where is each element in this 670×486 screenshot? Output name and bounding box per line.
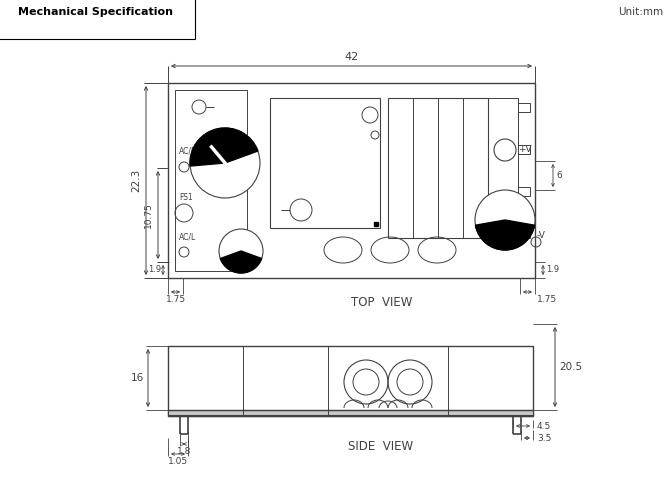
Bar	[270, 98, 380, 228]
Text: 16: 16	[131, 373, 144, 383]
Text: 1.75: 1.75	[166, 295, 186, 304]
Bar	[168, 410, 533, 416]
Circle shape	[397, 369, 423, 395]
Text: 1.8: 1.8	[177, 447, 191, 456]
Bar	[518, 229, 530, 238]
Wedge shape	[476, 220, 535, 250]
Text: 42: 42	[344, 52, 358, 62]
Bar	[518, 103, 530, 112]
Text: 4.5: 4.5	[537, 421, 551, 431]
Bar	[168, 83, 535, 278]
Bar	[7, 8, 15, 16]
Text: AC/L: AC/L	[179, 233, 196, 242]
Text: SIDE  VIEW: SIDE VIEW	[348, 440, 413, 453]
Text: +V: +V	[518, 145, 531, 155]
Text: 20.5: 20.5	[559, 362, 582, 372]
Circle shape	[475, 190, 535, 250]
Bar	[168, 346, 533, 416]
Text: -V: -V	[537, 231, 546, 241]
Text: AC/N: AC/N	[179, 146, 198, 155]
Text: 22.3: 22.3	[131, 169, 141, 192]
Bar	[374, 222, 378, 226]
Circle shape	[353, 369, 379, 395]
Circle shape	[219, 229, 263, 273]
Bar	[175, 90, 247, 271]
Text: 10.75: 10.75	[143, 202, 153, 228]
Text: FS1: FS1	[179, 193, 193, 202]
Text: 1.75: 1.75	[537, 295, 557, 304]
Wedge shape	[220, 251, 262, 273]
Bar	[518, 187, 530, 196]
Circle shape	[492, 201, 502, 211]
Text: 1.05: 1.05	[168, 457, 188, 466]
Text: 1.9: 1.9	[148, 265, 161, 275]
Wedge shape	[190, 128, 258, 166]
Text: Mechanical Specification: Mechanical Specification	[18, 7, 173, 17]
Text: 1.9: 1.9	[546, 265, 559, 275]
Bar	[518, 145, 530, 154]
Bar	[388, 98, 488, 238]
Circle shape	[190, 128, 260, 198]
Text: Unit:mm: Unit:mm	[618, 7, 663, 17]
Text: 6: 6	[556, 171, 561, 180]
Text: TOP  VIEW: TOP VIEW	[351, 296, 412, 309]
Text: 3.5: 3.5	[537, 434, 551, 442]
Bar	[488, 98, 518, 238]
